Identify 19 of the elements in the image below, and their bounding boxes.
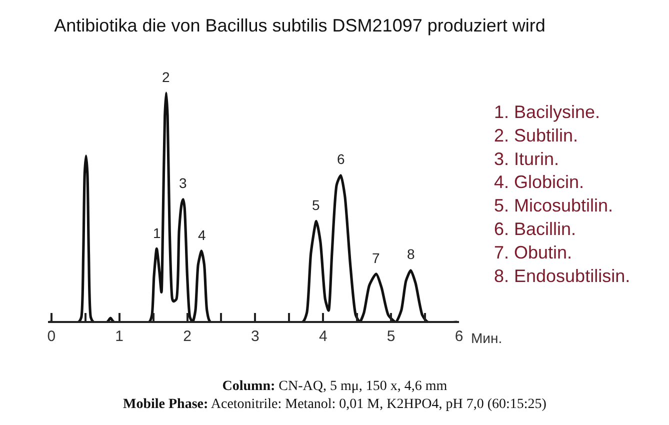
x-axis-title: Мин. bbox=[471, 330, 502, 346]
x-tick-label: 6 bbox=[454, 328, 464, 345]
x-tick-label: 1 bbox=[115, 328, 124, 345]
x-tick-label: 2 bbox=[183, 328, 192, 345]
chart-title: Antibiotika die von Bacillus subtilis DSM21097 produziert wird bbox=[54, 16, 546, 36]
x-tick-label: 3 bbox=[251, 328, 260, 345]
x-tick-label: 5 bbox=[386, 328, 396, 345]
text: 1. Bacilysine. 2. Subtilin. 3. Iturin. 4. Globicin. 5. Micosubtilin. 6. Bacillin. 7. Obutin. 8. Endosubtilisin. bbox=[494, 102, 630, 286]
annotation: 7 bbox=[372, 250, 380, 266]
annotation: 2 bbox=[162, 69, 170, 85]
annotation: 8 bbox=[407, 246, 415, 262]
annotation: 4 bbox=[198, 227, 206, 243]
x-tick-label: 4 bbox=[318, 328, 328, 345]
annotation: 5 bbox=[312, 197, 320, 213]
annotation: 3 bbox=[179, 175, 187, 191]
annotation: 1 bbox=[153, 225, 161, 241]
text: Column: CN-AQ, 5 mμ, 150 x, 4,6 mm Mobile Phase: Acetonitrile: Metanol: 0,01 M, K2HPO4, pH 7,0 (60:15:25) bbox=[123, 379, 546, 412]
x-tick-label: 0 bbox=[47, 328, 56, 345]
annotation: 6 bbox=[337, 151, 345, 167]
